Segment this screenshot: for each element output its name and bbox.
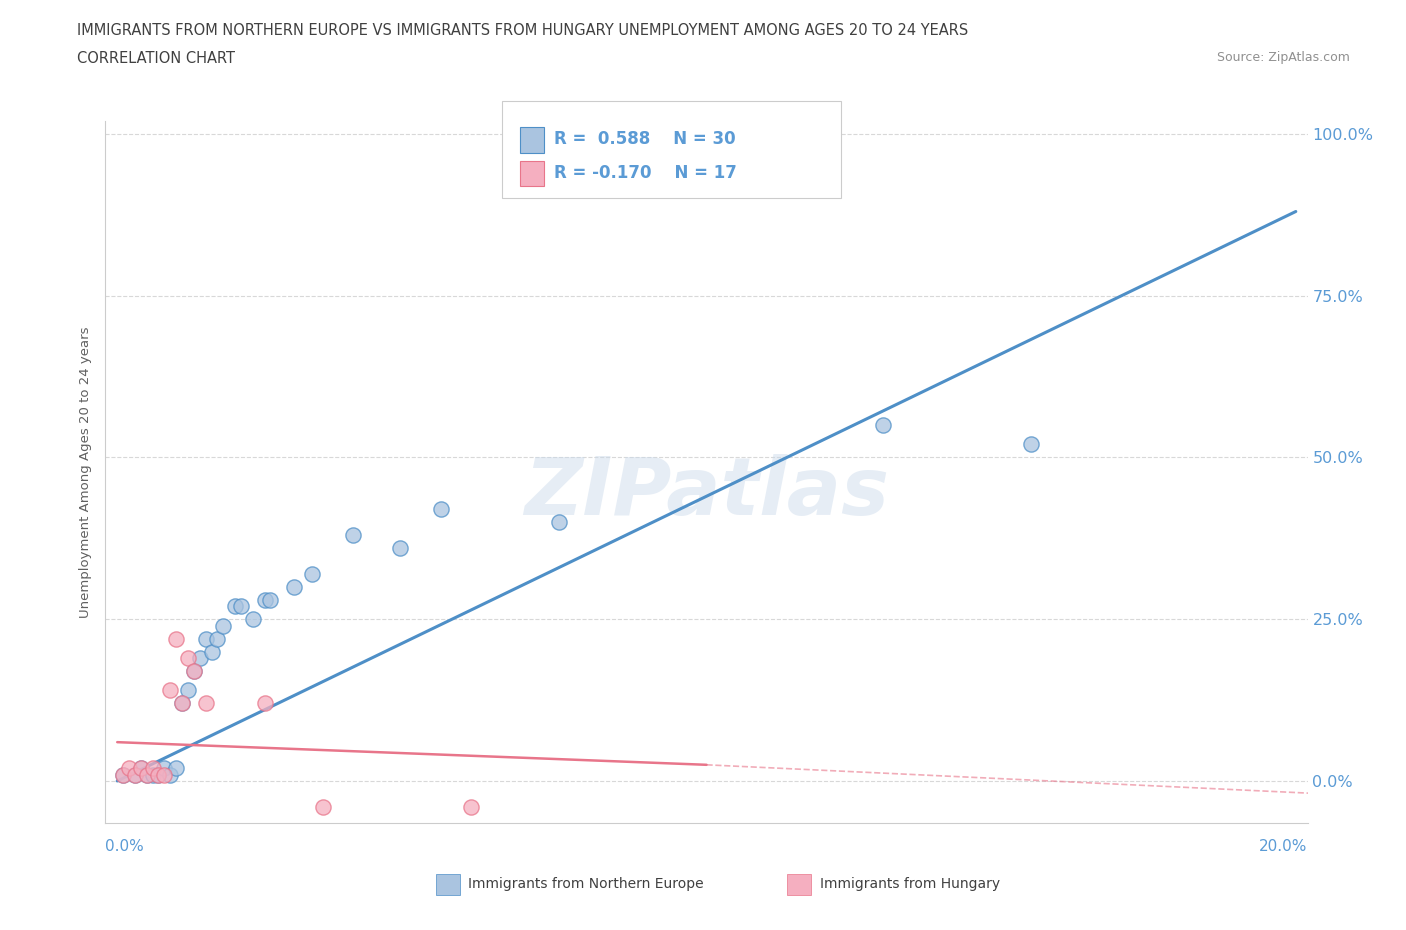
Point: [183, 663, 205, 678]
Point: [112, 767, 135, 782]
Text: 0.0%: 0.0%: [105, 839, 145, 854]
Point: [460, 800, 482, 815]
Point: [253, 696, 276, 711]
Point: [259, 592, 281, 607]
Point: [124, 767, 146, 782]
Point: [224, 599, 246, 614]
Point: [124, 767, 146, 782]
Point: [142, 761, 165, 776]
Point: [312, 800, 335, 815]
Text: CORRELATION CHART: CORRELATION CHART: [77, 51, 235, 66]
Point: [135, 767, 157, 782]
Point: [872, 418, 894, 432]
Point: [177, 683, 200, 698]
Point: [177, 651, 200, 666]
Text: Immigrants from Northern Europe: Immigrants from Northern Europe: [468, 877, 704, 892]
Point: [430, 502, 453, 517]
Point: [129, 761, 152, 776]
Point: [548, 514, 571, 529]
Point: [194, 696, 217, 711]
Point: [165, 631, 187, 646]
Text: 20.0%: 20.0%: [1260, 839, 1308, 854]
Point: [165, 761, 187, 776]
Point: [301, 566, 323, 581]
Text: Source: ZipAtlas.com: Source: ZipAtlas.com: [1216, 51, 1350, 64]
Point: [112, 767, 135, 782]
Point: [159, 683, 181, 698]
Point: [1019, 437, 1042, 452]
Point: [148, 767, 170, 782]
Point: [283, 579, 305, 594]
Point: [229, 599, 252, 614]
Point: [253, 592, 276, 607]
Y-axis label: Unemployment Among Ages 20 to 24 years: Unemployment Among Ages 20 to 24 years: [79, 326, 93, 618]
Point: [118, 761, 141, 776]
Text: Immigrants from Hungary: Immigrants from Hungary: [820, 877, 1000, 892]
Point: [170, 696, 193, 711]
Point: [129, 761, 152, 776]
Text: R =  0.588    N = 30: R = 0.588 N = 30: [554, 130, 735, 149]
Text: ZIPatlas: ZIPatlas: [524, 454, 889, 532]
Point: [212, 618, 235, 633]
Point: [153, 767, 176, 782]
Point: [148, 767, 170, 782]
Point: [159, 767, 181, 782]
Point: [389, 540, 412, 555]
Point: [170, 696, 193, 711]
Point: [188, 651, 211, 666]
Point: [200, 644, 222, 659]
Point: [183, 663, 205, 678]
Point: [142, 767, 165, 782]
Point: [153, 761, 176, 776]
Point: [207, 631, 229, 646]
Point: [194, 631, 217, 646]
Point: [135, 767, 157, 782]
Text: IMMIGRANTS FROM NORTHERN EUROPE VS IMMIGRANTS FROM HUNGARY UNEMPLOYMENT AMONG AG: IMMIGRANTS FROM NORTHERN EUROPE VS IMMIG…: [77, 23, 969, 38]
Point: [342, 527, 364, 542]
Text: R = -0.170    N = 17: R = -0.170 N = 17: [554, 164, 737, 182]
Point: [242, 612, 264, 627]
